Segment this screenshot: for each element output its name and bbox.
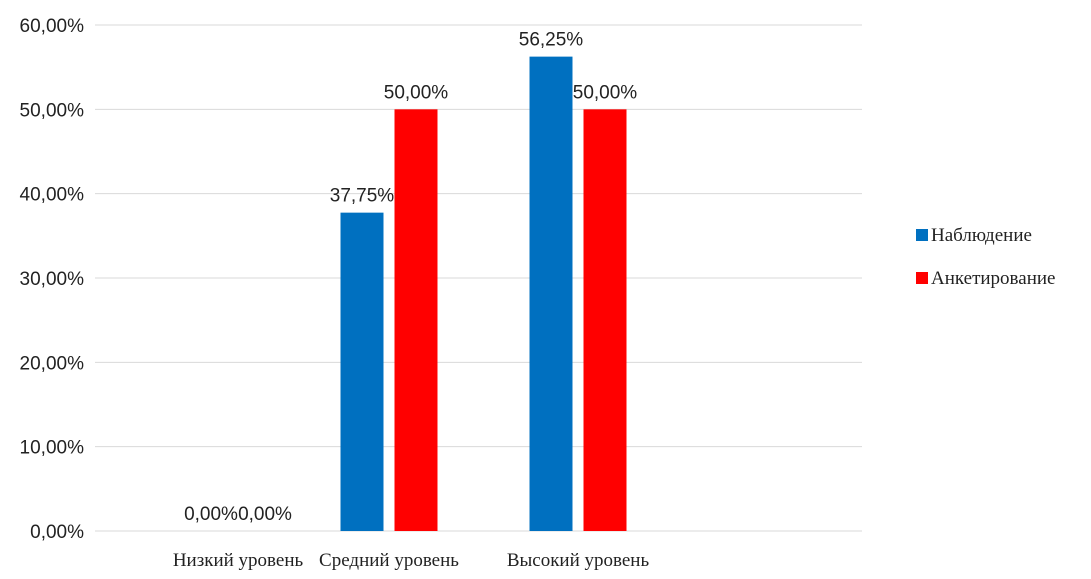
y-tick-label: 40,00% [20, 185, 85, 206]
data-label: 0,00% [238, 504, 292, 525]
x-tick-label: Низкий уровень [173, 550, 304, 571]
bar [394, 109, 438, 531]
gridlines [95, 24, 862, 532]
bars [340, 56, 627, 531]
y-tick-label: 60,00% [20, 16, 85, 37]
legend-swatch [916, 229, 928, 241]
data-labels: 0,00% 0,00% 37,75% 50,00% 56,25% 50,00% [184, 30, 637, 525]
x-tick-label: Высокий уровень [507, 550, 650, 571]
data-label: 50,00% [573, 82, 638, 103]
bar [583, 109, 627, 531]
legend-label: Анкетирование [931, 268, 1055, 289]
y-tick-label: 10,00% [20, 438, 85, 459]
bar [529, 56, 573, 531]
legend-swatch [916, 272, 928, 284]
y-tick-label: 50,00% [20, 100, 85, 121]
y-axis-tick-labels: 0,00% 10,00% 20,00% 30,00% 40,00% 50,00% 60,00… [20, 16, 85, 543]
data-label: 0,00% [184, 504, 238, 525]
x-tick-label: Средний уровень [319, 550, 459, 571]
legend-label: Наблюдение [931, 225, 1032, 246]
legend: Наблюдение Анкетирование [916, 225, 1055, 289]
x-axis-tick-labels: Низкий уровень Средний уровень Высокий уро… [173, 550, 650, 571]
data-label: 50,00% [384, 82, 449, 103]
bar [340, 212, 384, 531]
y-tick-label: 0,00% [30, 522, 84, 543]
y-tick-label: 30,00% [20, 269, 85, 290]
data-label: 56,25% [519, 30, 584, 51]
y-tick-label: 20,00% [20, 353, 85, 374]
data-label: 37,75% [330, 186, 395, 207]
